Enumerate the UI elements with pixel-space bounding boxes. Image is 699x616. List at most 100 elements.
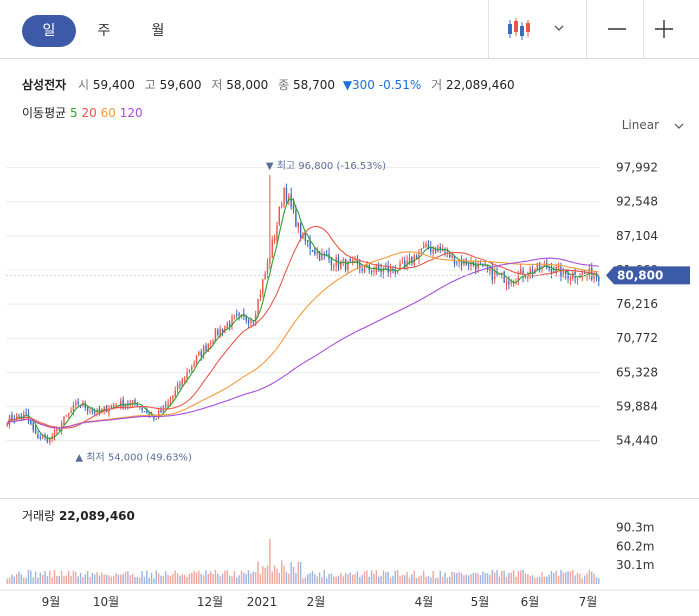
candle [479,260,482,265]
volume-bar [129,575,131,584]
tab-monthly[interactable]: 월 [151,23,165,39]
volume-bar [385,572,387,584]
candle-body [543,264,546,267]
candle-body [34,428,37,434]
candle-body [510,282,512,284]
candle [264,271,266,280]
volume-title-value: 22,089,460 [58,509,135,523]
candle-body [247,319,250,324]
volume-bar [290,562,292,584]
x-tick-label: 10월 [93,595,119,609]
candlestick-icon[interactable] [506,17,532,41]
price-chart[interactable]: 97,99292,54887,10481,66076,21670,77265,3… [0,0,699,500]
candle-body [548,267,550,269]
volume-bar [370,570,373,584]
candle [285,183,288,205]
candle-body [136,404,139,407]
candle-body [299,223,302,238]
panel-divider [0,498,699,499]
candle [212,338,214,345]
candle-body [396,271,399,273]
volume-bar [418,576,420,584]
candle-body [155,418,157,420]
volume-bar [167,575,169,584]
candle-body [432,248,434,254]
candle-body [456,262,458,264]
volume-bar [567,571,569,584]
x-tick-label: 4월 [415,595,434,609]
volume-bar [396,570,399,584]
volume-bar [11,574,13,584]
chevron-down-icon[interactable] [553,23,565,33]
volume-bar [157,573,160,584]
volume-bar [186,576,188,584]
volume-bar [188,573,191,584]
candle-body [550,268,553,274]
candle-body [63,416,65,425]
candle-body [415,256,418,259]
volume-bar [143,576,146,584]
zoom-out-icon[interactable] [606,21,628,37]
candle-body [141,407,143,411]
candle [179,380,181,390]
candle [418,249,420,265]
candle-body [434,249,437,252]
volume-chart[interactable]: 90.3m 60.2m 30.1m 9월 10월 12월 2021 2월 4월 5월 6월 7월 [0,500,699,616]
volume-bar [138,577,141,584]
volume-bar [49,570,51,584]
candle [105,405,108,413]
volume-bar [482,571,484,584]
volume-bar [15,573,18,584]
volume-bar [581,578,583,584]
candle-body [351,260,354,264]
candle-body [188,370,191,372]
candle [188,369,191,374]
candle [408,252,411,266]
scale-selector[interactable]: Linear [622,118,684,132]
volume-bar [595,577,598,584]
volume-bar [280,560,283,584]
zoom-in-icon[interactable] [654,19,674,39]
x-tick-label: 6월 [521,595,540,609]
candle-body [245,315,247,321]
volume-bar [271,571,273,584]
candle [32,419,34,433]
candle [527,271,529,283]
candle-body [380,269,382,273]
x-tick-label: 9월 [42,595,61,609]
candle-body [49,438,51,443]
candle-body [58,428,60,430]
tab-daily[interactable]: 일 [22,15,76,47]
volume-bar [297,561,299,584]
tab-weekly[interactable]: 주 [97,23,111,39]
candle-body [191,366,193,371]
x-tick-label: 2021 [247,595,278,609]
volume-bar [18,571,20,584]
candle-body [84,403,86,408]
candle-body [422,245,425,249]
candle-body [86,407,89,411]
candle-body [283,187,285,206]
candle-body [373,270,375,272]
toolbar-divider [643,0,644,58]
y-tick-label: 70,772 [616,331,658,345]
volume-bar [449,576,451,584]
candle-body [143,411,146,413]
candle-body [354,261,356,263]
candle-body [297,222,299,228]
candle [233,314,236,320]
volume-bar [122,573,124,584]
volume-bar [238,575,240,584]
candle-body [290,194,292,207]
volume-bar [94,574,96,584]
volume-bar [392,575,394,584]
candle-body [366,264,368,268]
volume-y-tick: 30.1m [616,558,654,572]
volume-bar [520,570,522,584]
volume-bar [439,570,441,584]
candle-body [250,320,252,323]
volume-bar [131,573,134,584]
volume-bar [588,569,591,584]
volume-bar [44,571,46,584]
candle-body [399,263,401,271]
